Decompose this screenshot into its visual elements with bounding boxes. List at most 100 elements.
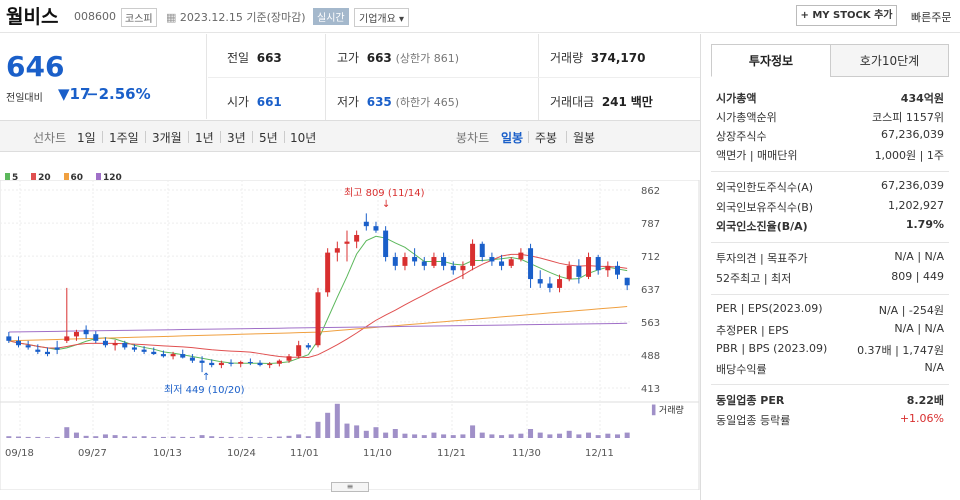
y-tick-label: 712 bbox=[641, 252, 660, 263]
volume-bar bbox=[460, 434, 466, 438]
candle-body bbox=[566, 265, 572, 280]
candle-body bbox=[73, 331, 79, 337]
tab-invest-info[interactable]: 투자정보 bbox=[711, 44, 831, 77]
candle-body bbox=[450, 265, 456, 271]
tab-weekly[interactable]: 주봉 bbox=[535, 131, 558, 145]
tab-line-chart[interactable]: 선차트 bbox=[33, 131, 67, 145]
volume-bar bbox=[296, 434, 302, 438]
candle-body bbox=[354, 234, 360, 242]
volume-bar bbox=[615, 434, 621, 438]
invest-row: PER | EPS(2023.09) N/A | -254원 bbox=[716, 302, 946, 317]
divider bbox=[711, 171, 949, 172]
divider bbox=[711, 384, 949, 385]
calendar-icon: ▦ bbox=[166, 11, 180, 24]
tab-3year[interactable]: 3년 bbox=[227, 131, 246, 145]
volume-bar bbox=[73, 432, 79, 438]
stock-name: 월비스 bbox=[6, 6, 59, 28]
tab-1day[interactable]: 1일 bbox=[77, 131, 96, 145]
x-tick-label: 09/27 bbox=[78, 448, 107, 459]
ma20-line bbox=[8, 253, 628, 358]
stock-header: 월비스 008600 코스피 ▦ 2023.12.15 기준(장마감) 실시간 … bbox=[0, 0, 960, 33]
invest-row-label: 시가총액순위 bbox=[716, 111, 777, 124]
x-tick-label: 10/24 bbox=[227, 448, 256, 459]
realtime-button[interactable]: 실시간 bbox=[313, 8, 349, 25]
stock-chart[interactable]: 862 787 712 637 563 488 413 09/18 09/27 10/13 10/… bbox=[0, 180, 700, 490]
tab-monthly[interactable]: 월봉 bbox=[573, 131, 596, 145]
invest-row-label: 배당수익률 bbox=[716, 363, 767, 376]
tab-3month[interactable]: 3개월 bbox=[152, 131, 182, 145]
y-tick-label: 488 bbox=[641, 351, 660, 362]
volume-bar bbox=[557, 433, 563, 438]
candle-body bbox=[93, 334, 99, 341]
y-tick-label: 563 bbox=[641, 318, 660, 329]
candle-body bbox=[131, 347, 137, 350]
candle-body bbox=[6, 336, 12, 341]
volume-bar bbox=[228, 436, 234, 438]
high-price: 고가 663 (상한가 861) bbox=[337, 51, 460, 65]
candle-body bbox=[518, 252, 524, 260]
invest-row-value: N/A | -254원 bbox=[878, 304, 944, 317]
volume-bar bbox=[383, 432, 389, 438]
x-tick-label: 09/18 bbox=[5, 448, 34, 459]
volume-bar bbox=[305, 436, 311, 438]
legend-ma5: 5 bbox=[5, 173, 18, 183]
candle-body bbox=[499, 261, 505, 266]
tab-1week[interactable]: 1주일 bbox=[109, 131, 139, 145]
invest-row-value: 1,000원 | 1주 bbox=[874, 149, 944, 162]
volume-bar bbox=[54, 436, 60, 438]
tab-1year[interactable]: 1년 bbox=[195, 131, 214, 145]
candle-body bbox=[479, 243, 485, 258]
stock-code: 008600 bbox=[74, 10, 116, 23]
candle-body bbox=[64, 336, 70, 341]
tab-daily[interactable]: 일봉 bbox=[501, 131, 524, 145]
quick-order-link[interactable]: 빠른주문 bbox=[911, 11, 952, 24]
volume-bar bbox=[344, 423, 350, 438]
change-label: 전일대비 bbox=[6, 93, 43, 104]
volume-bar bbox=[518, 433, 524, 438]
candle-body bbox=[383, 230, 389, 258]
candle-body bbox=[112, 343, 118, 346]
tab-candle-chart[interactable]: 봉차트 bbox=[456, 131, 490, 145]
candle-body bbox=[470, 243, 476, 266]
my-stock-add-button[interactable]: + MY STOCK 추가 bbox=[796, 5, 897, 26]
invest-row: 추정PER | EPS N/A | N/A bbox=[716, 322, 946, 338]
invest-row-value: +1.06% bbox=[899, 412, 944, 425]
volume-bar bbox=[586, 432, 592, 438]
invest-row-value: N/A bbox=[924, 361, 944, 374]
candle-body bbox=[344, 241, 350, 244]
invest-row-label: 동일업종 등락률 bbox=[716, 414, 791, 427]
volume-bar bbox=[363, 430, 369, 438]
volume-bar bbox=[334, 403, 340, 438]
volume-bar bbox=[238, 437, 244, 438]
volume-bar bbox=[6, 436, 12, 438]
candle-body bbox=[141, 349, 147, 352]
invest-row-value: N/A | N/A bbox=[894, 322, 944, 335]
tab-5year[interactable]: 5년 bbox=[259, 131, 278, 145]
invest-row-label: PER | EPS(2023.09) bbox=[716, 302, 823, 315]
candle-body bbox=[296, 345, 302, 357]
invest-row: 52주최고 | 최저 809 | 449 bbox=[716, 270, 946, 286]
candle-body bbox=[257, 362, 263, 366]
candle-body bbox=[25, 345, 31, 348]
candle-body bbox=[276, 360, 282, 364]
ma-legend: 5 20 60 120 bbox=[5, 173, 132, 183]
tab-10year[interactable]: 10년 bbox=[290, 131, 317, 145]
candle-body bbox=[238, 361, 244, 364]
invest-row: 외국인보유주식수(B) 1,202,927 bbox=[716, 199, 946, 215]
candle-body bbox=[489, 257, 495, 262]
invest-row-value: 1,202,927 bbox=[888, 199, 944, 212]
candle-body bbox=[209, 362, 215, 366]
divider bbox=[566, 131, 567, 143]
legend-ma120: 120 bbox=[95, 173, 122, 183]
tab-orderbook-10[interactable]: 호가10단계 bbox=[830, 44, 949, 77]
candle-body bbox=[189, 357, 195, 361]
candle-body bbox=[557, 279, 563, 288]
volume-bar bbox=[441, 434, 447, 438]
company-info-dropdown[interactable]: 기업개요 ▾ bbox=[354, 8, 409, 27]
change-percent: −2.56% bbox=[86, 85, 151, 103]
candle-body bbox=[54, 347, 60, 350]
invest-row-value: 1.79% bbox=[905, 218, 944, 231]
chart-scroll-handle[interactable]: ≡ bbox=[331, 482, 369, 492]
current-price: 646 bbox=[6, 50, 65, 83]
invest-row: 배당수익률 N/A bbox=[716, 361, 946, 377]
